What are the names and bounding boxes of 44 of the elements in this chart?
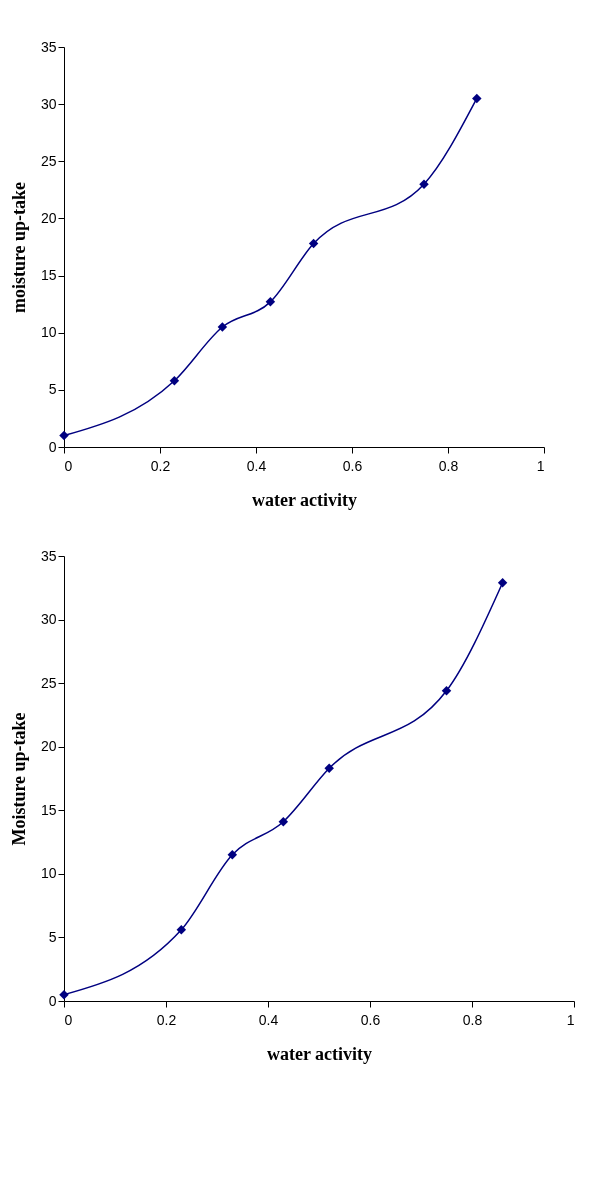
x-axis-title: water activity [266, 1043, 373, 1064]
x-tick-label: 0.2 [150, 457, 171, 474]
x-tick-label: 1 [566, 1011, 575, 1028]
x-tick-label: 0.6 [342, 457, 363, 474]
x-tick-label: 0.6 [360, 1011, 381, 1028]
x-tick-label: 0.4 [246, 457, 267, 474]
point [324, 763, 334, 774]
point [59, 430, 69, 441]
y-tick-label: 15 [40, 801, 57, 818]
point [265, 297, 276, 307]
point [497, 577, 508, 588]
x-tick-label: 0 [64, 457, 73, 474]
x-tick-label: 0.2 [156, 1011, 177, 1028]
point [278, 816, 289, 827]
x-tick-label: 0.4 [258, 1011, 279, 1028]
y-tick-label: 5 [48, 928, 57, 945]
x-tick-label: 0.8 [462, 1011, 483, 1028]
point [472, 93, 482, 104]
point [441, 686, 452, 696]
y-tick-label: 15 [40, 267, 57, 284]
y-tick-label: 20 [40, 209, 57, 226]
x-tick-label: 1 [536, 457, 545, 474]
x-tick-label: 0.8 [438, 457, 459, 474]
point [176, 925, 187, 935]
y-tick-label: 10 [40, 865, 57, 882]
y-tick-label: 30 [40, 95, 57, 112]
y-tick-label: 0 [48, 438, 57, 455]
point [308, 238, 319, 249]
y-axis-title: moisture up-take [8, 181, 29, 314]
y-tick-label: 25 [40, 152, 57, 169]
point [227, 850, 238, 860]
y-axis-title: Moisture up-take [8, 712, 29, 846]
x-tick-label: 0 [64, 1011, 73, 1028]
y-tick-label: 35 [40, 547, 57, 564]
point [169, 375, 180, 386]
point [217, 322, 228, 332]
y-tick-label: 25 [40, 674, 57, 691]
y-tick-label: 0 [48, 992, 57, 1009]
y-tick-label: 30 [40, 611, 57, 628]
y-tick-label: 20 [40, 738, 57, 755]
x-axis-title: water activity [251, 489, 358, 510]
y-tick-label: 10 [40, 324, 57, 341]
y-tick-label: 5 [48, 381, 57, 398]
y-tick-label: 35 [40, 38, 57, 55]
